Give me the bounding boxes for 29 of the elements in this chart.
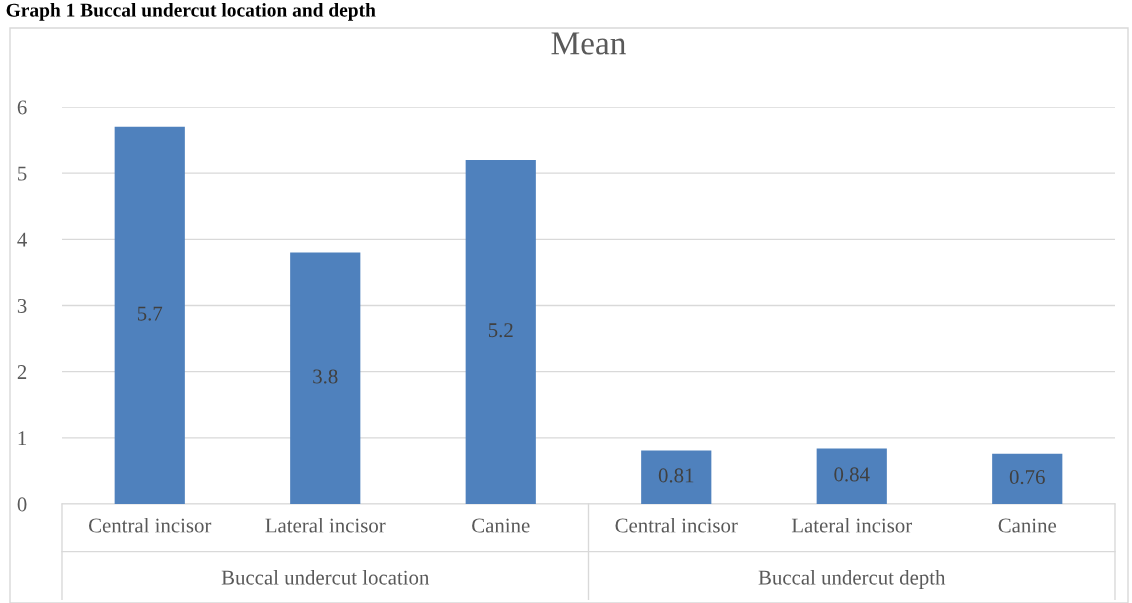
bar [290, 252, 361, 504]
data-label: 0.84 [834, 467, 870, 482]
text: Buccal undercut depth [758, 569, 946, 589]
y-tick-label: 5 [18, 166, 27, 181]
y-tick-label: 0 [17, 497, 27, 512]
bar [816, 448, 887, 504]
bar [992, 453, 1063, 504]
data-label: 5.7 [137, 306, 163, 321]
y-tick-label: 6 [17, 100, 27, 115]
y-tick-label: 4 [17, 232, 27, 247]
x-tick-label: Lateral incisor [791, 517, 913, 533]
bar [465, 159, 536, 504]
bar [641, 450, 712, 504]
text: Buccal undercut location [221, 569, 430, 585]
y-tick-label: 3 [17, 298, 27, 313]
x-tick-label: Central incisor [88, 517, 212, 533]
x-tick-label: Canine [998, 518, 1057, 533]
data-label: 0.76 [1009, 470, 1045, 485]
data-label: 5.2 [488, 323, 513, 338]
x-tick-label: Lateral incisor [265, 517, 386, 533]
caption: Graph 1 Buccal undercut location and depth [6, 3, 376, 21]
y-tick-label: 1 [18, 431, 27, 446]
y-tick-label: 2 [17, 365, 27, 379]
data-label: 3.8 [313, 369, 338, 384]
chart-title: Mean [551, 32, 626, 55]
x-tick-label: Canine [472, 518, 530, 533]
x-tick-label: Central incisor [615, 517, 738, 533]
bar [114, 126, 185, 504]
data-label: 0.81 [658, 468, 694, 483]
